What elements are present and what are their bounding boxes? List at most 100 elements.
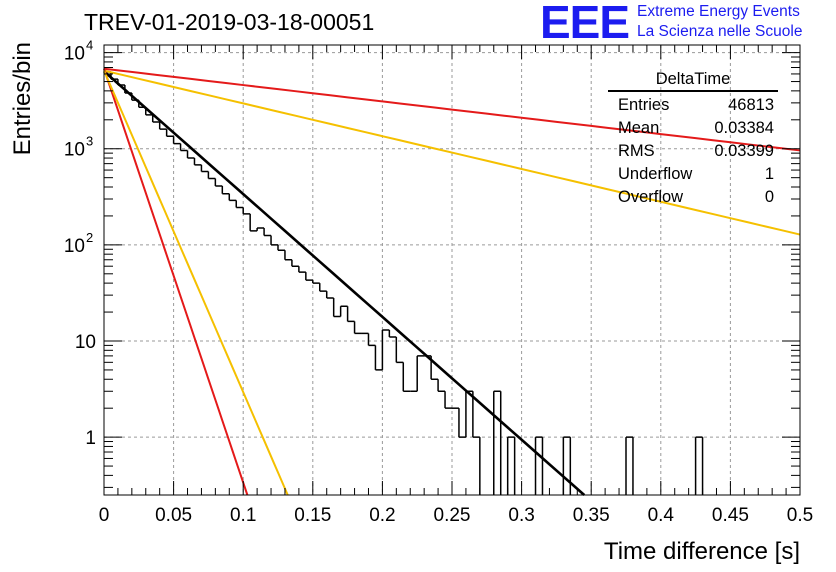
histogram-bin [193,158,202,166]
histogram-bin [534,436,543,495]
stats-row: Overflow 0 [608,186,778,209]
histogram-bin [625,436,633,495]
y-tick-label: 10 [75,332,96,353]
histogram-bin [228,193,237,202]
x-tick-label: 0.25 [434,505,471,526]
fit-curve [103,67,801,152]
x-tick-label: 0.5 [787,505,813,526]
histogram-bin [562,436,571,495]
y-tick-exponent: 3 [86,134,93,149]
histogram-bin [214,178,223,187]
histogram-bin [221,185,230,195]
stats-value: 0.03384 [714,119,774,137]
stats-label: Overflow [618,188,684,206]
stats-label: Mean [618,119,660,137]
histogram-bin [179,143,188,152]
histogram-bin [158,121,167,130]
axis-ticks [103,45,801,495]
histogram-bin [437,379,446,393]
histogram-bin [493,390,501,495]
histogram-bin [402,362,411,393]
brand-line-2: La Scienza nelle Scuole [637,23,803,40]
histogram-bin [325,291,334,299]
histogram-bin [284,250,292,261]
histogram-bin [444,391,452,409]
eee-logo: EEE Extreme Energy Events La Scienza nel… [540,0,836,48]
histogram-bin [319,283,327,292]
histogram-bin [472,391,480,438]
stats-row: Entries 46813 [608,94,778,117]
x-tick-label: 0 [99,505,110,526]
histogram-bin [186,150,195,159]
x-tick-label: 0.45 [712,505,749,526]
histogram-bin [506,436,515,495]
x-tick-label: 0.35 [573,505,610,526]
histogram-bin [388,330,397,338]
stats-value: 0.03399 [714,142,774,160]
x-tick-labels: 0 0.05 0.1 0.15 0.2 0.25 0.3 0.35 0.4 0.45 0.5 [99,505,814,526]
x-tick-label: 0.3 [508,505,534,526]
stats-title: DeltaTime [608,70,778,92]
histogram-bin [242,207,251,215]
histogram-bin [339,305,348,317]
stats-row: Mean 0.03384 [608,117,778,140]
histogram-bin [277,244,285,251]
x-tick-label: 0.4 [648,505,675,526]
histogram-bin [172,136,181,145]
stats-label: Underflow [618,165,693,183]
histogram-bin [270,235,278,246]
histogram-bin [458,408,466,438]
stats-value: 46813 [728,96,774,114]
fit-curve [103,68,249,496]
brand-mark: EEE [540,0,630,48]
fit-curve [103,70,586,496]
y-tick-exponent: 2 [86,230,93,245]
histogram-bin [353,321,362,335]
stats-box: DeltaTime Entries 46813 Mean 0.03384 RMS… [608,70,778,209]
histogram-bin [291,259,299,267]
fit-curve [103,69,801,236]
stats-value: 0 [764,188,774,206]
histogram-bin [346,306,355,323]
y-tick-label: 10 [64,236,85,257]
x-axis-label: Time difference [s] [604,538,800,565]
y-tick-label: 10 [64,140,85,161]
x-tick-label: 0.05 [155,505,192,526]
histogram-bin [151,114,160,123]
histogram-bin [395,337,404,364]
histogram-bin [312,280,320,284]
chart-title: TREV-01-2019-03-18-00051 [84,9,375,35]
x-tick-label: 0.1 [230,505,256,526]
y-tick-label: 10 [64,44,85,65]
brand-line-1: Extreme Energy Events [637,3,800,20]
histogram-bin [200,164,209,173]
y-axis-label: Entries/bin [9,42,36,155]
histogram-bin [235,200,244,209]
stats-row: Underflow 1 [608,163,778,186]
histogram-bin [465,390,473,438]
y-tick-label: 1 [85,428,96,449]
histogram-bin [263,227,272,237]
histogram-bin [367,333,376,347]
histogram-bin [381,329,390,370]
histogram-bin [332,298,341,318]
histogram-bin [256,227,265,231]
stats-value: 1 [764,165,774,183]
x-tick-label: 0.15 [294,505,331,526]
histogram-bin [165,129,174,137]
histogram-bin [416,355,425,392]
histogram-bin [207,171,216,180]
stats-row: RMS 0.03399 [608,140,778,163]
x-tick-label: 0.2 [369,505,395,526]
fit-curve [103,70,289,496]
y-tick-exponent: 4 [86,38,93,53]
fit-curves [103,67,801,496]
histogram-bin [374,345,383,371]
histogram-bin [694,436,703,495]
histogram-bin [305,272,313,281]
histogram-bin [298,266,306,273]
stats-label: RMS [618,142,655,160]
stats-label: Entries [618,96,670,114]
